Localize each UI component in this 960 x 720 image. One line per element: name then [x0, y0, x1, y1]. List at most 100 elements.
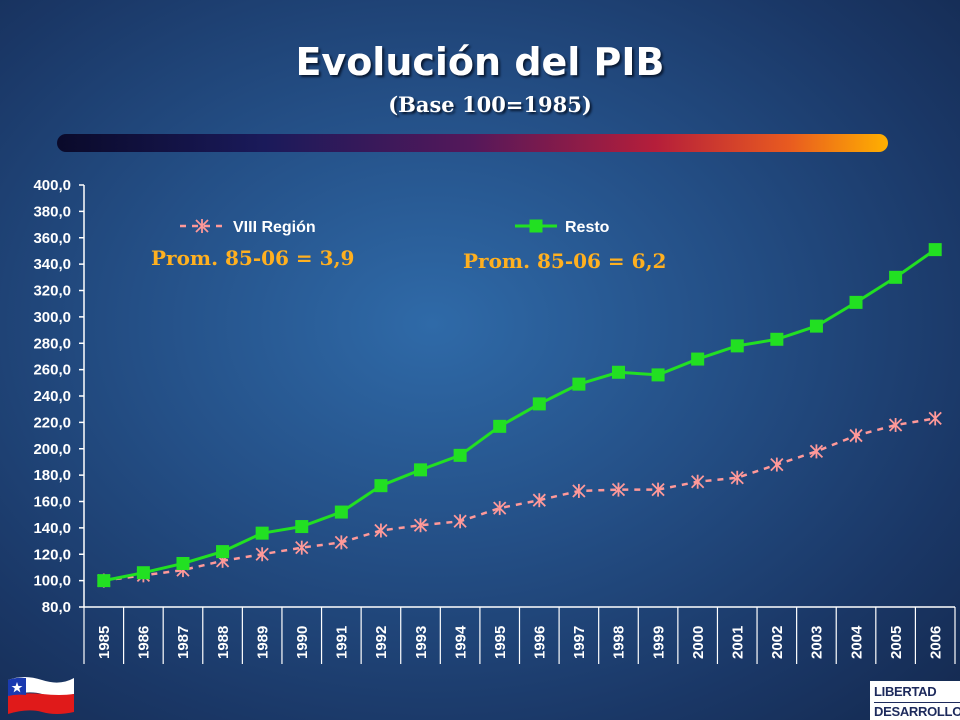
y-tick-label: 80,0	[42, 599, 71, 616]
x-tick-label: 1985	[96, 626, 113, 659]
y-tick-label: 120,0	[33, 546, 71, 563]
series-0-point	[651, 482, 665, 497]
x-tick-label: 1988	[215, 626, 232, 659]
series-1-point	[928, 243, 942, 257]
x-tick-label: 2001	[730, 626, 747, 659]
x-tick-label: 2002	[769, 626, 786, 659]
x-tick-label: 2000	[690, 626, 707, 659]
series-1-point	[136, 566, 150, 580]
y-tick-label: 140,0	[33, 520, 71, 537]
series-1-point	[97, 574, 111, 588]
logo-line-2: DESARROLLO	[874, 702, 960, 719]
series-1-point	[730, 339, 744, 353]
legend-marker-viii-region	[195, 219, 209, 233]
y-tick-label: 380,0	[33, 203, 71, 220]
series-0-point	[255, 547, 269, 562]
x-tick-label: 2003	[809, 626, 826, 659]
series-1-point	[255, 526, 269, 540]
series-0-point	[295, 540, 309, 555]
series-1-point	[572, 377, 586, 391]
y-tick-label: 320,0	[33, 283, 71, 300]
x-tick-label: 1997	[571, 626, 588, 659]
y-tick-label: 160,0	[33, 494, 71, 511]
series-0-point	[572, 483, 586, 498]
series-0-point	[493, 501, 507, 516]
x-tick-label: 1994	[452, 625, 469, 659]
series-1-point	[691, 352, 705, 366]
series-1-point	[374, 479, 388, 493]
libertad-desarrollo-logo: LIBERTAD DESARROLLO	[870, 681, 960, 720]
x-tick-label: 1993	[413, 626, 430, 659]
series-1-point	[889, 270, 903, 284]
series-0-point	[770, 457, 784, 472]
y-tick-label: 300,0	[33, 309, 71, 326]
chile-flag-icon	[8, 677, 74, 714]
series-0-point	[849, 428, 863, 443]
series-1-point	[334, 505, 348, 519]
slide-title: Evolución del PIB	[295, 40, 665, 84]
x-tick-label: 1989	[254, 626, 271, 659]
y-tick-label: 200,0	[33, 441, 71, 458]
series-0-point	[453, 514, 467, 529]
series-0-point	[532, 493, 546, 508]
series-1-point	[176, 556, 190, 570]
avg-annotation-resto: Prom. 85-06 = 6,2	[463, 249, 666, 273]
series-1-point	[295, 520, 309, 534]
series-1-point	[611, 365, 625, 379]
y-tick-label: 280,0	[33, 335, 71, 352]
y-tick-label: 220,0	[33, 414, 71, 431]
legend-label-viii-region: VIII Región	[233, 219, 316, 236]
series-line-0	[103, 417, 936, 582]
x-axis-ticks: 1985 1986 1987 1988 1989 1990 1991 1992 1993 1994…	[83, 607, 956, 664]
series-1-point	[651, 368, 665, 382]
pib-line-chart: 80,0 100,0 120,0 140,0 160,0 180,0 200,0 220,0 2…	[33, 177, 956, 664]
legend-marker-resto	[529, 219, 543, 233]
x-tick-label: 1986	[136, 626, 153, 659]
series-1-point	[453, 448, 467, 462]
chart-legend: VIII Región Resto	[180, 219, 610, 236]
series-1-point	[532, 397, 546, 411]
y-tick-label: 360,0	[33, 230, 71, 247]
x-tick-label: 1987	[175, 626, 192, 659]
y-tick-label: 240,0	[33, 388, 71, 405]
series-0-point	[413, 518, 428, 533]
series-1-point	[493, 419, 507, 433]
series-1-point	[809, 319, 823, 333]
x-tick-label: 1999	[650, 626, 667, 659]
y-axis-ticks: 80,0 100,0 120,0 140,0 160,0 180,0 200,0 220,0 2…	[33, 177, 84, 616]
x-tick-label: 1992	[373, 626, 390, 659]
x-tick-label: 1998	[611, 626, 628, 659]
x-tick-label: 2006	[927, 626, 944, 659]
series-0-point	[809, 444, 824, 459]
series-0-point	[730, 470, 744, 485]
x-tick-label: 1995	[492, 626, 509, 659]
x-tick-label: 2005	[888, 626, 905, 659]
series-1-point	[770, 332, 784, 346]
y-tick-label: 260,0	[33, 362, 71, 379]
y-tick-label: 180,0	[33, 467, 71, 484]
series-0-point	[611, 482, 626, 497]
series-0-point	[374, 523, 388, 538]
series-0-point	[928, 411, 942, 426]
series-0-point	[888, 418, 903, 433]
series-1-point	[849, 295, 863, 309]
slide-subtitle: (Base 100=1985)	[388, 92, 592, 117]
x-tick-label: 1990	[294, 626, 311, 659]
avg-annotation-viii-region: Prom. 85-06 = 3,9	[151, 246, 354, 270]
logo-line-1: LIBERTAD	[874, 684, 937, 699]
title-divider-bar	[57, 134, 888, 152]
series-layer	[97, 243, 942, 588]
x-tick-label: 1991	[334, 626, 351, 659]
series-1-point	[414, 463, 428, 477]
x-tick-label: 1996	[532, 626, 549, 659]
legend-label-resto: Resto	[565, 219, 610, 236]
series-line-1	[103, 248, 937, 583]
series-0-point	[334, 535, 348, 550]
chart-annotations: Prom. 85-06 = 3,9 Prom. 85-06 = 6,2	[151, 246, 666, 273]
y-tick-label: 100,0	[33, 573, 71, 590]
series-0-point	[691, 474, 705, 489]
x-tick-label: 2004	[848, 625, 865, 659]
series-1-point	[216, 545, 230, 559]
y-tick-label: 400,0	[33, 177, 71, 194]
y-tick-label: 340,0	[33, 256, 71, 273]
